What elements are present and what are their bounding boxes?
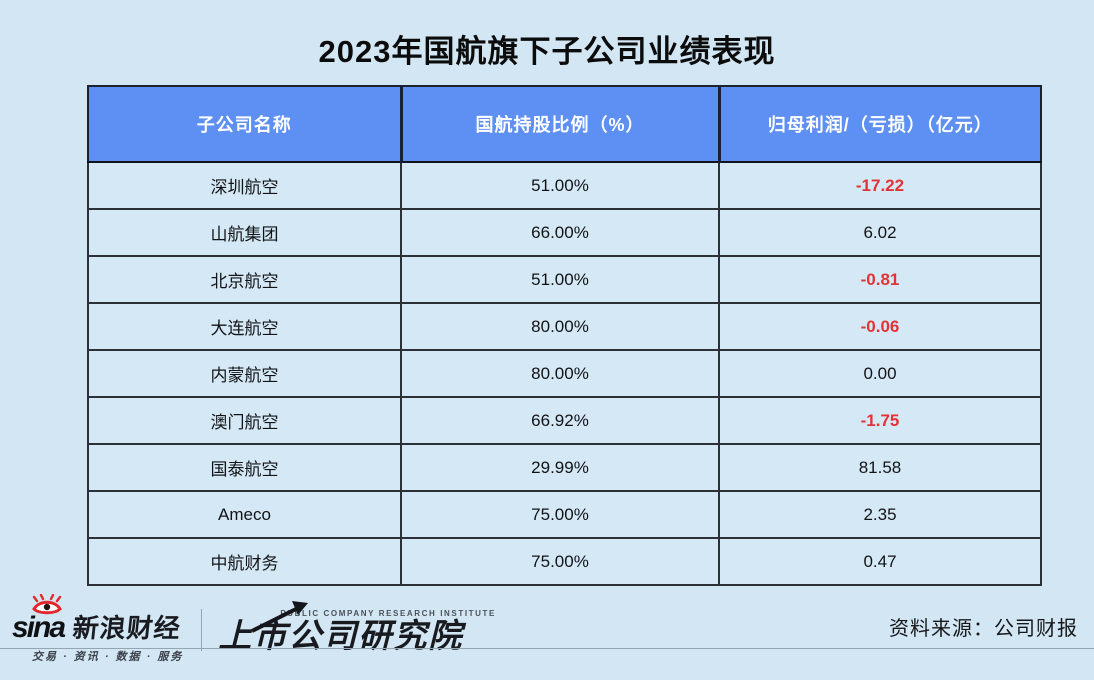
profit-value-cell: 0.47	[718, 537, 1042, 586]
profit-value-cell: -0.06	[718, 302, 1042, 351]
profit-value-cell: 0.00	[718, 349, 1042, 398]
sina-eye-icon	[32, 594, 62, 615]
shareholding-ratio-cell: 80.00%	[400, 302, 720, 351]
institute-name-en: PUBLIC COMPANY RESEARCH INSTITUTE	[280, 608, 496, 618]
subsidiary-name-cell: 内蒙航空	[87, 349, 402, 398]
page-title: 2023年国航旗下子公司业绩表现	[318, 34, 776, 69]
header-shareholding-ratio: 国航持股比例（%）	[399, 85, 720, 163]
table-row: 山航集团 66.00% 6.02	[87, 208, 1042, 257]
sina-wordmark: sina	[12, 611, 66, 644]
subsidiary-name-cell: 国泰航空	[87, 443, 402, 492]
table-header: 子公司名称 国航持股比例（%） 归母利润/（亏损）（亿元）	[87, 85, 1042, 163]
shareholding-ratio-cell: 75.00%	[400, 490, 720, 539]
shareholding-ratio-cell: 66.00%	[400, 208, 720, 257]
profit-value-cell: 2.35	[718, 490, 1042, 539]
table-row: 大连航空 80.00% -0.06	[87, 302, 1042, 351]
table-row: 中航财务 75.00% 0.47	[87, 537, 1042, 586]
shareholding-ratio-cell: 51.00%	[400, 161, 720, 210]
logo-divider	[201, 609, 203, 651]
table-row: 内蒙航空 80.00% 0.00	[87, 349, 1042, 398]
shareholding-ratio-cell: 51.00%	[400, 255, 720, 304]
rising-arrow-icon	[251, 600, 309, 633]
table-row: 深圳航空 51.00% -17.22	[87, 161, 1042, 210]
subsidiary-name-cell: 山航集团	[87, 208, 402, 257]
profit-value-cell: 6.02	[718, 208, 1042, 257]
subsidiary-name-cell: 北京航空	[87, 255, 402, 304]
brand-logos: sina 新浪财经 交易 · 资讯 · 数据 · 服务 PUBLIC COMPA…	[12, 594, 496, 664]
shareholding-ratio-cell: 80.00%	[400, 349, 720, 398]
data-source-label: 资料来源：公司财报	[889, 618, 1078, 640]
table-row: Ameco 75.00% 2.35	[87, 490, 1042, 539]
subsidiary-name-cell: Ameco	[87, 490, 402, 539]
subsidiary-name-cell: 大连航空	[87, 302, 402, 351]
footer-separator-line	[0, 648, 1094, 649]
subsidiary-name-cell: 澳门航空	[87, 396, 402, 445]
footer: sina 新浪财经 交易 · 资讯 · 数据 · 服务 PUBLIC COMPA…	[0, 592, 1094, 663]
shareholding-ratio-cell: 75.00%	[400, 537, 720, 586]
header-profit-loss: 归母利润/（亏损）（亿元）	[717, 85, 1042, 163]
sina-tagline: 交易 · 资讯 · 数据 · 服务	[32, 651, 184, 663]
table-row: 国泰航空 29.99% 81.58	[87, 443, 1042, 492]
institute-name-cn: 上市公司研究院	[218, 616, 464, 654]
profit-value-cell: -17.22	[718, 161, 1042, 210]
subsidiary-name-cell: 中航财务	[87, 537, 402, 586]
sina-finance-logo: sina 新浪财经 交易 · 资讯 · 数据 · 服务	[12, 594, 184, 664]
sina-finance-name: 新浪财经	[71, 613, 183, 643]
research-institute-logo: PUBLIC COMPANY RESEARCH INSTITUTE 上市公司研究…	[218, 600, 496, 654]
shareholding-ratio-cell: 66.92%	[400, 396, 720, 445]
performance-table: 子公司名称 国航持股比例（%） 归母利润/（亏损）（亿元） 深圳航空 51.00…	[87, 85, 1042, 586]
table-row: 北京航空 51.00% -0.81	[87, 255, 1042, 304]
subsidiary-name-cell: 深圳航空	[87, 161, 402, 210]
table-body: 深圳航空 51.00% -17.22 山航集团 66.00% 6.02 北京航空…	[87, 161, 1042, 586]
profit-value-cell: -1.75	[718, 396, 1042, 445]
profit-value-cell: -0.81	[718, 255, 1042, 304]
table-row: 澳门航空 66.92% -1.75	[87, 396, 1042, 445]
header-subsidiary-name: 子公司名称	[87, 85, 402, 163]
profit-value-cell: 81.58	[718, 443, 1042, 492]
shareholding-ratio-cell: 29.99%	[400, 443, 720, 492]
